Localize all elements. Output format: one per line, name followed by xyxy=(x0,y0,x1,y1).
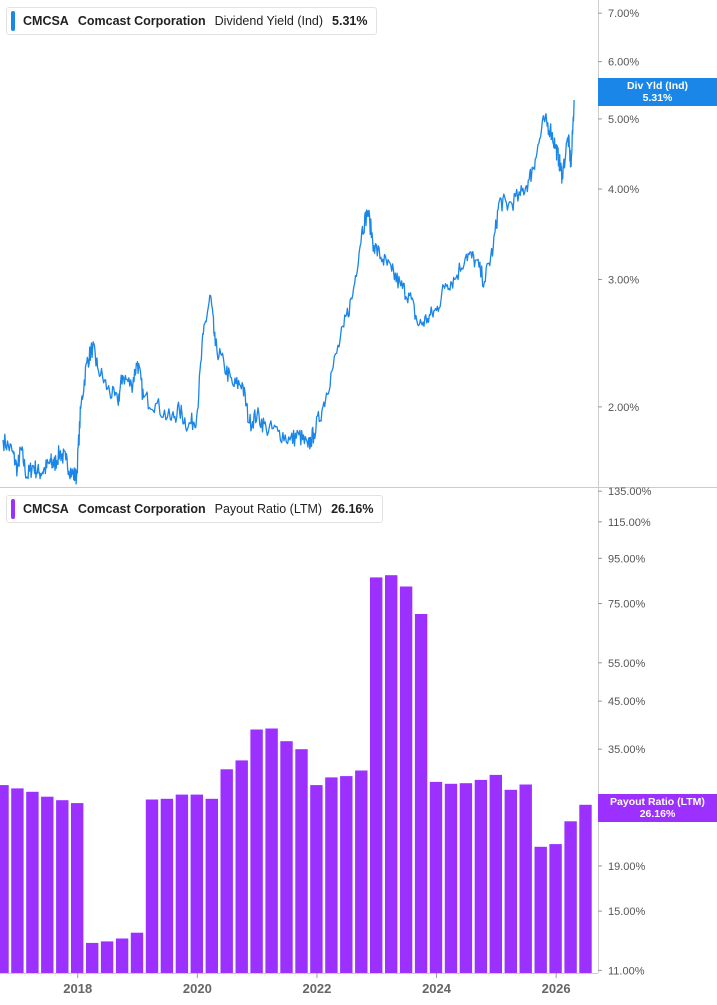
payout-ratio-y-tick-label: 55.00% xyxy=(608,658,646,670)
dividend-yield-y-tick-label: 2.00% xyxy=(608,402,639,414)
legend-value: 26.16% xyxy=(331,502,374,516)
payout-ratio-bar xyxy=(534,846,547,973)
legend-company: Comcast Corporation xyxy=(77,502,206,516)
dividend-yield-y-tick-label: 3.00% xyxy=(608,274,639,286)
payout-ratio-bar xyxy=(295,749,308,973)
x-tick-label: 2024 xyxy=(422,981,452,996)
payout-ratio-bar xyxy=(220,769,233,973)
payout-ratio-bar xyxy=(429,781,443,973)
payout-ratio-bar xyxy=(41,796,54,973)
dividend-yield-y-tick-label: 6.00% xyxy=(608,57,639,69)
payout-ratio-bar xyxy=(11,788,24,973)
legend-company: Comcast Corporation xyxy=(77,14,206,28)
payout-ratio-bar xyxy=(0,785,9,973)
legend-value: 5.31% xyxy=(332,14,368,28)
payout-ratio-bar xyxy=(265,728,278,973)
payout-ratio-bar xyxy=(71,803,84,973)
payout-ratio-bar xyxy=(340,776,353,973)
payout-ratio-bar xyxy=(325,777,338,973)
legend-metric: Payout Ratio (LTM) xyxy=(214,502,323,516)
tag-label: Div Yld (Ind) xyxy=(626,80,689,92)
payout-ratio-y-tick-label: 35.00% xyxy=(608,744,646,756)
x-tick-label: 2026 xyxy=(542,981,571,996)
tag-value: 5.31% xyxy=(642,92,673,104)
payout-ratio-bar xyxy=(235,760,248,973)
payout-ratio-bar xyxy=(205,798,218,973)
payout-ratio-y-tick-label: 135.00% xyxy=(608,486,652,498)
legend-color-swatch xyxy=(11,11,15,31)
x-tick-label: 2020 xyxy=(183,981,212,996)
payout-ratio-bar xyxy=(579,804,592,973)
payout-ratio-bar xyxy=(564,821,577,973)
payout-ratio-bar xyxy=(385,575,398,973)
payout-ratio-bar xyxy=(549,844,562,973)
legend-color-swatch xyxy=(11,499,15,519)
payout-ratio-y-tick-label: 11.00% xyxy=(608,965,645,977)
x-tick-label: 2018 xyxy=(63,981,92,996)
payout-ratio-bar xyxy=(56,800,69,973)
payout-ratio-bar xyxy=(399,586,413,973)
payout-ratio-y-tick-label: 15.00% xyxy=(608,906,646,918)
payout-ratio-bar xyxy=(504,789,517,973)
payout-ratio-bar xyxy=(130,932,144,973)
payout-ratio-bar xyxy=(280,741,293,973)
payout-ratio-bar xyxy=(26,791,39,973)
tag-label: Payout Ratio (LTM) xyxy=(610,796,705,808)
payout-ratio-bar xyxy=(519,784,532,973)
payout-ratio-bar xyxy=(190,794,203,973)
legend-ticker: CMCSA xyxy=(23,502,69,516)
payout-ratio-bar xyxy=(86,942,99,973)
payout-ratio-bar xyxy=(355,770,368,973)
payout-ratio-bar xyxy=(310,785,323,973)
payout-ratio-y-tick-label: 45.00% xyxy=(608,696,646,708)
payout-ratio-y-tick-label: 95.00% xyxy=(608,553,646,565)
dividend-yield-y-tick-label: 4.00% xyxy=(608,184,639,196)
payout-ratio-bar xyxy=(175,794,189,973)
payout-ratio-series xyxy=(0,575,592,973)
dividend-yield-y-tick-label: 7.00% xyxy=(608,8,639,20)
payout-ratio-bar xyxy=(444,783,458,973)
payout-ratio-y-tick-label: 115.00% xyxy=(608,517,651,529)
payout-ratio-bar xyxy=(474,779,488,973)
payout-ratio-bar xyxy=(459,783,473,973)
payout-ratio-value-tag: Payout Ratio (LTM) 26.16% xyxy=(598,794,717,822)
payout-ratio-bar xyxy=(115,938,129,973)
payout-ratio-y-tick-label: 19.00% xyxy=(608,861,646,873)
payout-ratio-bar xyxy=(250,729,263,973)
tag-value: 26.16% xyxy=(639,808,676,820)
payout-ratio-bar xyxy=(145,799,159,973)
payout-ratio-legend[interactable]: CMCSA Comcast Corporation Payout Ratio (… xyxy=(6,495,383,523)
legend-metric: Dividend Yield (Ind) xyxy=(214,14,324,28)
payout-ratio-bar xyxy=(100,941,114,973)
dividend-yield-series xyxy=(2,99,575,485)
payout-ratio-bar xyxy=(370,577,383,973)
dividend-yield-y-tick-label: 5.00% xyxy=(608,114,639,126)
dividend-yield-line xyxy=(2,99,575,485)
dividend-yield-legend[interactable]: CMCSA Comcast Corporation Dividend Yield… xyxy=(6,7,377,35)
payout-ratio-bar xyxy=(160,798,174,973)
legend-ticker: CMCSA xyxy=(23,14,69,28)
payout-ratio-bar xyxy=(489,774,502,973)
x-tick-label: 2022 xyxy=(302,981,331,996)
payout-ratio-bar xyxy=(414,614,428,973)
dividend-yield-value-tag: Div Yld (Ind) 5.31% xyxy=(598,78,717,106)
payout-ratio-y-tick-label: 75.00% xyxy=(608,599,646,611)
